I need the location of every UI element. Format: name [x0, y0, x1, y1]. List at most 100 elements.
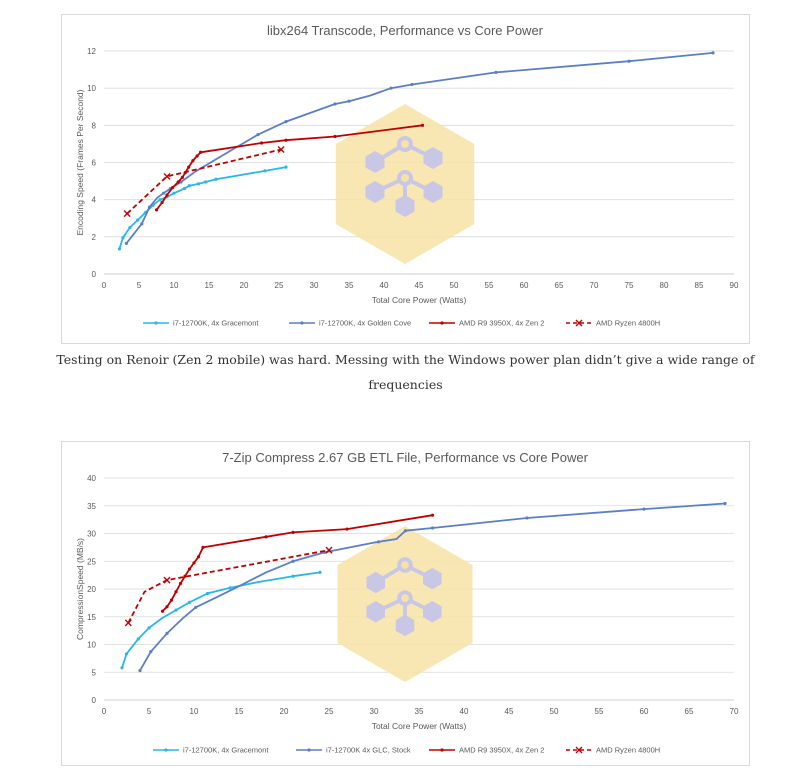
- chart1-series-2-point: [256, 133, 260, 137]
- chart2-y-tick-label: 15: [87, 613, 96, 622]
- chart2-series-2-point: [376, 540, 381, 544]
- chart2-legend-label: AMD Ryzen 4800H: [596, 746, 660, 755]
- chart1-series-1-point: [117, 247, 121, 251]
- chart1-x-tick-label: 85: [695, 281, 704, 290]
- chart2-x-tick-label: 70: [730, 707, 739, 716]
- chart2-series-2-point: [723, 501, 727, 506]
- chart1-series-3-point: [176, 180, 180, 184]
- chart2-series-3-point: [160, 609, 165, 613]
- chart2-series-1-point: [124, 652, 129, 656]
- chart2-x-tick-label: 30: [370, 707, 379, 716]
- chart1-series-1-point: [182, 186, 187, 191]
- chart2-series-3-point: [174, 590, 178, 594]
- chart1-series-2-point: [147, 205, 152, 209]
- chart1-x-tick-label: 25: [275, 281, 284, 290]
- chart1-y-tick-label: 12: [87, 47, 96, 56]
- chart2-series-1-point: [187, 600, 192, 604]
- chart1-series-2-point: [494, 70, 498, 74]
- chart1-legend-item: i7-12700K, 4x Gracemont: [143, 319, 259, 328]
- chart1-series-4-point: [163, 172, 171, 180]
- chart2-x-tick-label: 55: [595, 707, 604, 716]
- chart1-series-3-point: [333, 134, 337, 139]
- chart1-legend-item: AMD Ryzen 4800H: [566, 319, 660, 328]
- chart2-x-tick-label: 0: [102, 707, 107, 716]
- chart2-x-tick-label: 20: [280, 707, 289, 716]
- chart2-y-tick-label: 30: [87, 530, 96, 539]
- watermark-logo-1: [335, 104, 475, 264]
- chart2-y-tick-label: 40: [87, 474, 96, 483]
- chart2-series-3-point: [178, 581, 183, 586]
- chart2-x-tick-label: 5: [147, 707, 152, 716]
- chart1-series-3-point: [195, 154, 199, 158]
- chart1-series-2-point: [333, 102, 337, 106]
- chart1-series-2-point: [389, 86, 393, 90]
- chart2-series-4-point: [124, 619, 132, 627]
- chart2-series-2-point: [642, 507, 646, 511]
- chart1-y-tick-label: 0: [92, 270, 97, 279]
- chart1-legend-label: AMD Ryzen 4800H: [596, 319, 660, 328]
- chart1-series-2-point: [179, 180, 183, 184]
- chart2-y-tick-label: 20: [87, 585, 96, 594]
- chart1-x-tick-label: 10: [170, 281, 179, 290]
- chart2-series-3-point: [169, 598, 174, 602]
- chart1-x-tick-label: 80: [660, 281, 669, 290]
- chart1-y-axis-label: Encoding Speed (Frames Per Second): [75, 89, 85, 235]
- chart1-series-2-point: [124, 241, 128, 245]
- chart2-x-tick-label: 50: [550, 707, 559, 716]
- chart2-series-1-point: [205, 591, 210, 596]
- chart1-x-tick-label: 45: [415, 281, 424, 290]
- chart1-series-1-point: [214, 177, 218, 181]
- chart2-series-3-point: [192, 561, 196, 565]
- chart1-series-1-point: [203, 180, 208, 184]
- chart1-x-tick-label: 75: [625, 281, 634, 290]
- chart2-x-tick-label: 35: [415, 707, 424, 716]
- chart1-x-tick-label: 15: [205, 281, 214, 290]
- chart2-x-tick-label: 15: [235, 707, 244, 716]
- chart2-legend-label: i7-12700K, 4x Gracemont: [183, 746, 269, 755]
- chart1-series-2-point: [347, 99, 351, 103]
- chart1-x-tick-label: 0: [102, 281, 107, 290]
- chart2-y-tick-label: 35: [87, 502, 96, 511]
- libx264-chart: 0 2 4 6 8 10 12 0 5 10 15 20 25 30 35 40 45 50 55 60 65 70 75 8…: [75, 23, 739, 328]
- chart1-x-tick-label: 65: [555, 281, 564, 290]
- chart2-series-3-point: [201, 545, 205, 549]
- chart2-y-tick-label: 0: [92, 696, 97, 705]
- chart1-series-1-point: [263, 169, 267, 173]
- chart2-series-2-point: [403, 529, 408, 533]
- chart2-series-3-point: [187, 567, 192, 571]
- chart2-series-2-point: [138, 668, 142, 673]
- chart2-legend-item: i7-12700K 4x GLC, Stock: [296, 746, 411, 755]
- chart1-x-axis-label: Total Core Power (Watts): [372, 295, 467, 305]
- chart1-series-2-point: [161, 191, 166, 195]
- chart1-legend-label: i7-12700K, 4x Gracemont: [173, 319, 259, 328]
- chart2-legend-item: AMD R9 3950X, 4x Zen 2: [429, 746, 544, 755]
- chart1-series-2-point: [410, 82, 414, 87]
- chart1-series-2-point: [284, 120, 288, 124]
- chart1-y-tick-label: 8: [92, 121, 97, 130]
- chart2-series-1-point: [147, 626, 151, 630]
- chart1-series-1-point: [121, 236, 125, 240]
- chart1-legend-label: i7-12700K, 4x Golden Cove: [319, 319, 411, 328]
- chart1-x-tick-label: 30: [310, 281, 319, 290]
- chart1-x-tick-label: 40: [380, 281, 389, 290]
- chart2-title: 7-Zip Compress 2.67 GB ETL File, Perform…: [222, 450, 588, 465]
- chart1-x-tick-label: 35: [345, 281, 354, 290]
- chart1-series-1-point: [172, 191, 176, 195]
- chart2-series-2-point: [149, 650, 153, 654]
- chart2-y-axis-label: CompressionSpeed (MB/s): [75, 538, 85, 640]
- chart1-series-1-point: [136, 218, 140, 222]
- chart1-series-1-point: [128, 225, 132, 230]
- chart2-x-tick-label: 65: [685, 707, 694, 716]
- chart1-series-line-4: [126, 148, 282, 215]
- chart2-y-tick-label: 5: [92, 668, 97, 677]
- chart2-legend-label: i7-12700K 4x GLC, Stock: [326, 746, 411, 755]
- chart1-series-3-point: [191, 159, 195, 163]
- chart2-series-2-point: [525, 516, 529, 520]
- chart2-x-tick-label: 25: [325, 707, 334, 716]
- chart2-x-tick-label: 60: [640, 707, 649, 716]
- chart2-series-2-point: [430, 526, 435, 530]
- chart1-series-3-point: [171, 185, 175, 190]
- chart1-series-1-point: [284, 165, 288, 169]
- chart1-series-3-point: [259, 141, 264, 145]
